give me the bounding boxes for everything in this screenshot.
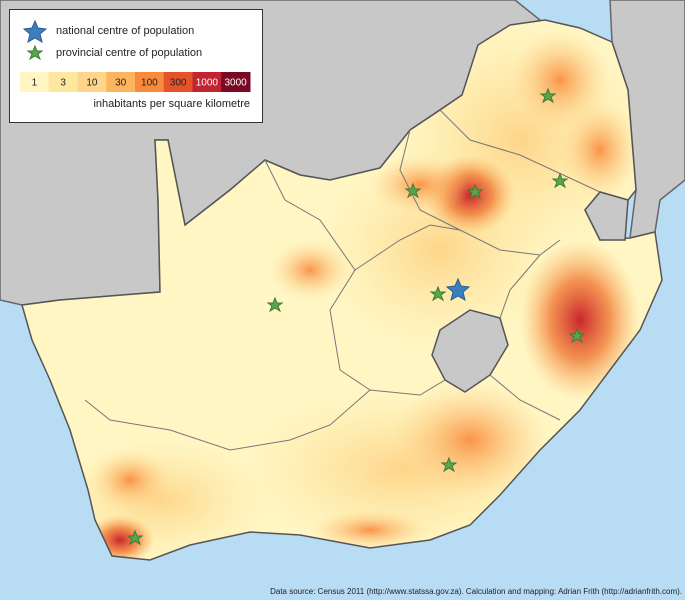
scale-swatch (192, 72, 222, 92)
provincial-star (126, 529, 144, 546)
scale-label: 1000 (196, 78, 219, 89)
scale-swatch (221, 72, 251, 92)
scale-label: 30 (115, 78, 127, 89)
scale-swatch (20, 72, 50, 92)
scale-label: 300 (170, 78, 187, 89)
provincial-star (539, 87, 557, 104)
scale-label: 3 (60, 78, 66, 89)
scale-swatch (106, 72, 136, 92)
scale-label: 100 (141, 78, 158, 89)
swaziland (584, 191, 629, 241)
legend-provincial-star (26, 44, 44, 61)
provincial-star (440, 456, 458, 473)
scale-swatch (135, 72, 165, 92)
legend-national-star (22, 19, 48, 44)
provincial-star (429, 285, 447, 302)
legend-box (9, 9, 263, 123)
scale-swatch (163, 72, 193, 92)
provincial-star (266, 296, 284, 313)
provincial-star (551, 172, 569, 189)
scale-label: 3000 (225, 78, 248, 89)
legend-unit: inhabitants per square kilometre (93, 98, 250, 110)
legend-national: national centre of population (56, 25, 194, 37)
legend-provincial: provincial centre of population (56, 47, 202, 59)
centres (126, 87, 586, 546)
scale-label: 1 (32, 78, 38, 89)
scale-swatch (48, 72, 78, 92)
legend: national centre of population provincial… (9, 9, 263, 123)
provincial-star (568, 327, 586, 344)
national-star (445, 277, 471, 302)
provincial-star (466, 183, 484, 200)
scale-swatch (77, 72, 107, 92)
data-source: Data source: Census 2011 (http://www.sta… (270, 587, 682, 596)
scale-label: 10 (86, 78, 98, 89)
provincial-star (404, 182, 422, 199)
